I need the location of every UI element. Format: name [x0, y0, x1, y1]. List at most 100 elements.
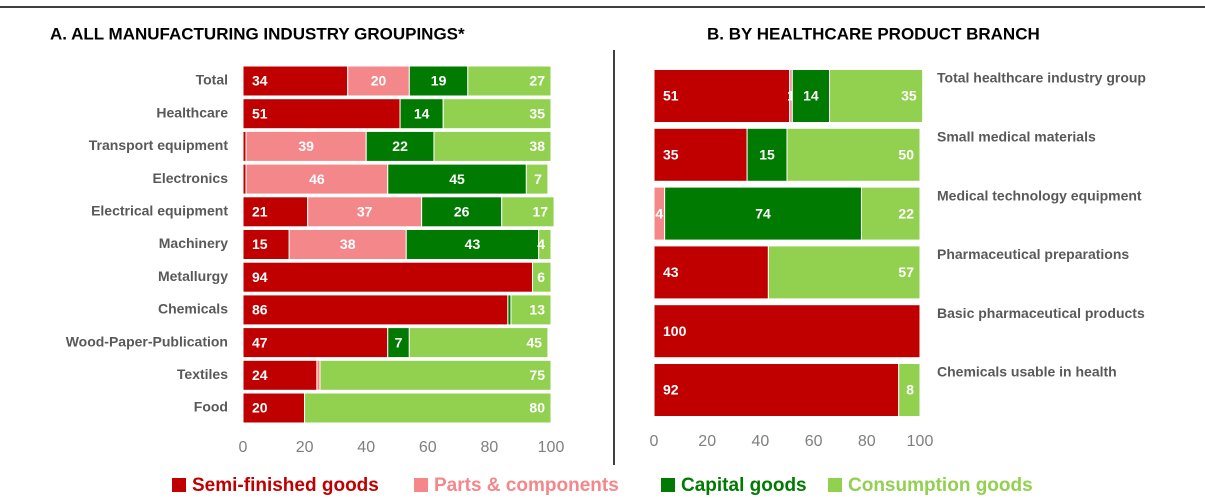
bar-segment — [405, 229, 540, 260]
bar-segment — [653, 304, 921, 359]
value-label: 24 — [252, 367, 268, 383]
bar-segment — [245, 130, 367, 162]
value-label: 1 — [787, 88, 795, 104]
value-label: 22 — [392, 138, 408, 154]
category-label: Electrical equipment — [91, 203, 228, 219]
value-label: 15 — [759, 147, 775, 163]
value-label: 80 — [529, 400, 545, 416]
bar-segment — [242, 359, 318, 391]
value-label: 20 — [252, 400, 268, 416]
value-label: 43 — [663, 264, 679, 280]
category-label: Basic pharmaceutical products — [937, 305, 1145, 321]
category-label: Healthcare — [156, 104, 228, 120]
value-label: 15 — [252, 236, 268, 252]
value-label: 74 — [755, 205, 771, 221]
x-tick-label: 80 — [481, 439, 499, 456]
x-tick-label: 40 — [752, 433, 770, 450]
bar-segment — [532, 261, 552, 293]
bar-segment — [242, 327, 389, 359]
bar-segment — [525, 163, 549, 195]
legend-label: Semi-finished goods — [192, 475, 379, 496]
category-label: Chemicals usable in health — [937, 364, 1117, 380]
legend-label: Parts & components — [434, 475, 619, 496]
value-label: 21 — [252, 204, 268, 220]
bar-segment — [433, 130, 552, 162]
value-label: 37 — [357, 204, 373, 220]
bar-segment — [510, 294, 552, 326]
bar-segment — [467, 65, 552, 97]
value-label: 26 — [454, 204, 470, 220]
value-label: 43 — [465, 236, 481, 252]
panel-title: A. ALL MANUFACTURING INDUSTRY GROUPINGS* — [50, 24, 465, 43]
category-label: Metallurgy — [158, 268, 228, 284]
value-label: 86 — [252, 302, 268, 318]
bar-segment — [442, 98, 552, 130]
value-label: 75 — [529, 367, 545, 383]
value-label: 47 — [252, 334, 268, 350]
value-label: 14 — [803, 88, 819, 104]
value-label: 17 — [533, 204, 549, 220]
bar-segment — [242, 294, 509, 326]
value-label: 39 — [298, 138, 314, 154]
category-label: Wood-Paper-Publication — [66, 333, 228, 349]
category-label: Textiles — [177, 366, 228, 382]
bar-segment — [408, 327, 549, 359]
category-label: Small medical materials — [937, 129, 1096, 145]
legend-swatch — [828, 478, 842, 492]
x-tick-label: 100 — [907, 433, 934, 450]
value-label: 4 — [537, 236, 545, 252]
category-label: Medical technology equipment — [937, 187, 1142, 203]
category-label: Electronics — [153, 170, 229, 186]
bar-segment — [653, 245, 769, 300]
x-tick-label: 80 — [858, 433, 876, 450]
value-label: 7 — [395, 334, 403, 350]
value-label: 22 — [898, 205, 914, 221]
bar-segment — [664, 186, 862, 241]
bar-segment — [408, 65, 469, 97]
x-tick-label: 40 — [357, 439, 375, 456]
x-tick-label: 60 — [419, 439, 437, 456]
value-label: 4 — [655, 205, 663, 221]
panel-title: B. BY HEALTHCARE PRODUCT BRANCH — [707, 24, 1040, 43]
category-label: Transport equipment — [89, 137, 229, 153]
value-label: 46 — [309, 171, 325, 187]
bar-segment — [898, 363, 921, 417]
x-tick-label: 20 — [296, 439, 314, 456]
bar-segment — [829, 69, 924, 123]
value-label: 13 — [529, 302, 545, 318]
x-tick-label: 60 — [805, 433, 823, 450]
value-label: 7 — [534, 171, 542, 187]
value-label: 35 — [663, 147, 679, 163]
value-label: 19 — [431, 73, 447, 89]
category-label: Machinery — [159, 235, 228, 251]
category-label: Chemicals — [158, 301, 228, 317]
value-label: 27 — [529, 73, 545, 89]
value-label: 8 — [906, 382, 914, 398]
legend-label: Capital goods — [681, 475, 807, 496]
bar-segment — [786, 127, 921, 182]
value-label: 92 — [663, 382, 679, 398]
value-label: 38 — [340, 236, 356, 252]
value-label: 14 — [414, 105, 430, 121]
x-tick-label: 100 — [538, 439, 565, 456]
value-label: 35 — [529, 105, 545, 121]
legend-swatch — [414, 478, 428, 492]
value-label: 57 — [898, 264, 914, 280]
bar-segment — [242, 261, 534, 293]
x-tick-label: 0 — [650, 433, 659, 450]
x-tick-label: 0 — [239, 439, 248, 456]
category-label: Total — [196, 72, 228, 88]
bar-segment — [304, 392, 552, 424]
bar-segment — [365, 130, 435, 162]
bar-segment — [653, 363, 900, 417]
bar-segment — [538, 229, 552, 260]
legend-label: Consumption goods — [848, 475, 1033, 496]
bar-segment — [653, 127, 748, 182]
bar-segment — [653, 69, 791, 123]
value-label: 51 — [252, 105, 268, 121]
value-label: 35 — [901, 88, 917, 104]
value-label: 45 — [449, 171, 465, 187]
bar-segment — [387, 163, 527, 195]
value-label: 94 — [252, 269, 268, 285]
